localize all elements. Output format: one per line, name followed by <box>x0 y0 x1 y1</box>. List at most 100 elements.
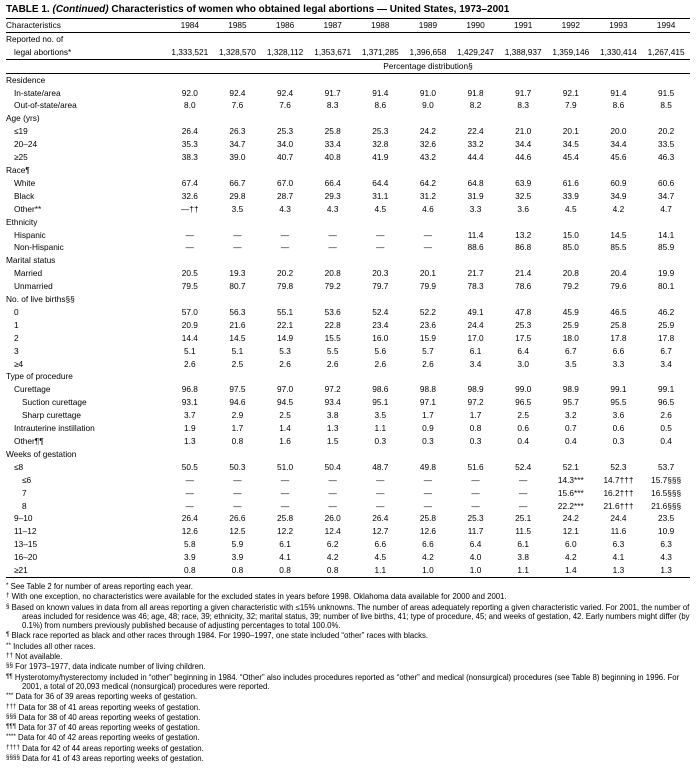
value-cell: 0.8 <box>213 564 262 578</box>
table-row: ≤6 — — — — — — — — 14.3*** 14.7††† 15.7§§§ <box>6 474 690 487</box>
value-cell: 11.6 <box>610 526 627 537</box>
value-cell: 0.5 <box>660 423 672 434</box>
value-cell: 50.3 <box>229 461 246 472</box>
value-cell: 97.0 <box>276 384 294 395</box>
value-cell: — <box>471 500 480 511</box>
value-cell: 91.4 <box>372 87 389 98</box>
value-cell: 20.5 <box>181 268 198 279</box>
value-cell: 39.0 <box>229 152 246 163</box>
value-cell: 1.1 <box>356 564 405 578</box>
footnote-text: See Table 2 for number of areas reportin… <box>8 581 193 591</box>
value-cell: 4.2 <box>612 203 625 214</box>
row-label: ≤6 <box>22 474 32 485</box>
value-cell: 34.5 <box>562 139 579 150</box>
value-cell: 79.7 <box>372 281 389 292</box>
value-cell: 60.6 <box>658 177 675 188</box>
value-cell: 51.0 <box>276 461 294 472</box>
value-cell: 4.5 <box>374 203 387 214</box>
value-cell: 0.4 <box>517 436 529 446</box>
value-cell: 2.6 <box>279 358 291 369</box>
row-label: Hispanic <box>14 229 46 240</box>
value-cell: 32.6 <box>181 190 198 201</box>
row-label: Unmarried <box>14 281 53 292</box>
table-row: ≤19 26.4 26.3 25.3 25.8 25.3 24.2 22.4 21.0 20.1 2… <box>6 125 690 138</box>
value-cell: 4.0 <box>469 552 482 563</box>
value-cell: — <box>185 487 194 498</box>
value-cell: 34.0 <box>276 139 294 150</box>
value-cell: 95.1 <box>372 397 389 408</box>
reported-abortions-value: 1,328,112 <box>266 46 304 57</box>
year-header: 1985 <box>213 18 262 33</box>
value-cell: 25.3 <box>276 126 294 137</box>
row-label: 1 <box>14 319 19 330</box>
row-label: ≥21 <box>6 564 166 578</box>
value-cell: 91.0 <box>419 87 437 98</box>
footnote-marker: §§§ <box>6 712 17 720</box>
value-cell: 22.4 <box>467 126 484 137</box>
value-cell: 60.9 <box>610 177 627 188</box>
value-cell: 93.1 <box>181 397 198 408</box>
table-row: ≥4 2.6 2.5 2.6 2.6 2.6 2.6 3.4 3.0 3.5 3.3 3.4 <box>6 358 690 371</box>
value-cell: 15.0 <box>562 229 579 240</box>
value-cell: 6.7 <box>660 345 672 356</box>
value-cell: 19.9 <box>658 268 675 279</box>
year-header: 1987 <box>308 18 357 33</box>
value-cell: 0.6 <box>612 423 625 434</box>
value-cell: — <box>423 487 433 498</box>
value-cell: 4.3 <box>279 203 291 214</box>
value-cell: — <box>423 242 433 253</box>
value-cell: 61.6 <box>562 177 579 188</box>
value-cell: 9.0 <box>422 100 434 111</box>
row-label: 3 <box>14 345 19 356</box>
value-cell: 3.5 <box>231 203 244 214</box>
value-cell: 45.6 <box>610 152 627 163</box>
value-cell: 95.5 <box>610 397 627 408</box>
value-cell: 14.9 <box>276 332 294 343</box>
value-cell: 40.7 <box>276 152 294 163</box>
section-header: No. of live births§§ <box>6 294 75 305</box>
footnote: †††† Data for 42 of 44 areas reporting w… <box>6 743 690 753</box>
footnote: ¶ Black race reported as black and other… <box>6 630 690 640</box>
footnote: §§ For 1973–1977, data indicate number o… <box>6 661 690 671</box>
footnote: ** Includes all other races. <box>6 641 690 651</box>
value-cell: — <box>233 229 242 240</box>
reported-abortions-value: 1,396,658 <box>409 46 447 57</box>
value-cell: 4.2 <box>565 552 577 563</box>
table-title-text: Characteristics of women who obtained le… <box>111 4 510 15</box>
value-cell: 44.4 <box>467 152 484 163</box>
table-row: Other** —†† 3.5 4.3 4.3 4.5 4.6 3.3 3.6 4.5 4.2 4.7 <box>6 203 690 216</box>
abortion-characteristics-table: Characteristics 1984 1985 1986 1987 1988 1989… <box>6 18 690 578</box>
value-cell: 1.3 <box>594 564 643 578</box>
table-row: 2 14.4 14.5 14.9 15.5 16.0 15.9 17.0 17.5 18.0 17.… <box>6 332 690 345</box>
value-cell: 3.3 <box>612 358 625 369</box>
value-cell: 16.5§§§ <box>651 487 682 498</box>
footnote-text: Data for 36 of 39 areas reporting weeks … <box>13 692 198 702</box>
value-cell: 5.8 <box>184 539 196 550</box>
value-cell: 2.6 <box>184 358 196 369</box>
value-cell: 96.5 <box>658 397 675 408</box>
value-cell: 1.7 <box>231 423 244 434</box>
value-cell: — <box>280 242 290 253</box>
table-row: 8 — — — — — — — — 22.2*** 21.6††† 21.6§§§ <box>6 500 690 513</box>
table-row: 20–24 35.3 34.7 34.0 33.4 32.8 32.6 33.2 34.4 34.… <box>6 138 690 151</box>
value-cell: 22.1 <box>276 319 294 330</box>
section-header: Race¶ <box>6 164 30 175</box>
value-cell: 3.9 <box>184 552 196 563</box>
value-cell: 98.6 <box>372 384 389 395</box>
value-cell: 40.8 <box>324 152 341 163</box>
value-cell: 14.3*** <box>557 474 584 485</box>
value-cell: 85.9 <box>658 242 675 253</box>
value-cell: 5.9 <box>231 539 244 550</box>
section-header-row: Marital status <box>6 254 690 267</box>
value-cell: 2.6 <box>660 410 672 421</box>
value-cell: 94.5 <box>276 397 294 408</box>
footnote: ††† Data for 38 of 41 areas reporting we… <box>6 702 690 712</box>
value-cell: 4.7 <box>660 203 672 214</box>
footnote: § Based on known values in data from all… <box>6 602 690 631</box>
value-cell: 0.3 <box>469 436 482 446</box>
table-row: Out-of-state/area 8.0 7.6 7.6 8.3 8.6 9.0 8.2 8.… <box>6 99 690 112</box>
section-header: Weeks of gestation <box>6 448 77 459</box>
value-cell: 49.1 <box>467 306 484 317</box>
value-cell: 6.6 <box>612 345 625 356</box>
row-label: Suction curettage <box>22 397 87 408</box>
